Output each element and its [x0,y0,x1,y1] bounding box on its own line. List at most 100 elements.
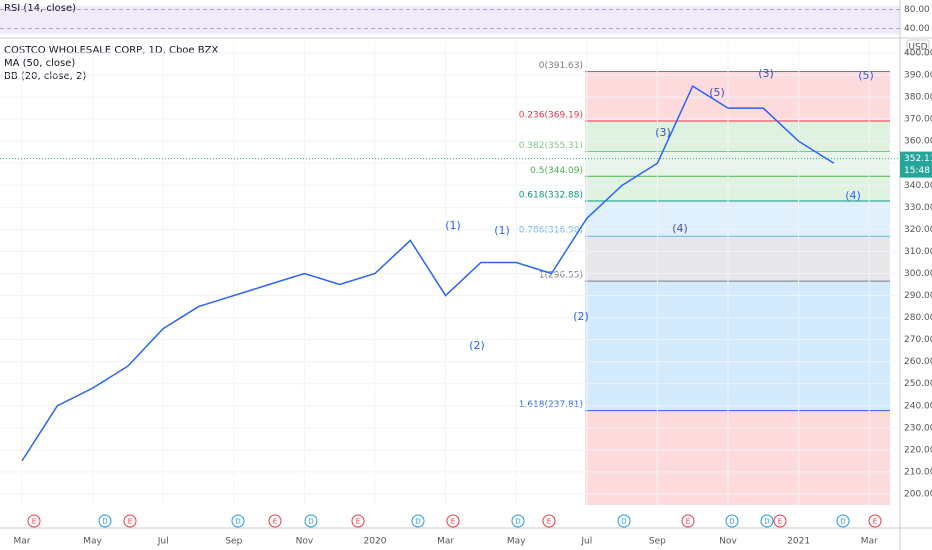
wave-label: (5) [858,69,874,82]
event-label: D [729,518,734,526]
event-label: D [415,518,420,526]
y-tick-label: 280.00 [904,313,932,323]
x-tick-label: May [507,537,526,547]
rsi-band [0,6,900,34]
event-marker [304,514,318,528]
y-tick-label: 240.00 [904,401,932,411]
fib-zone [585,201,890,237]
fib-zone [585,176,890,202]
x-tick-label: Jul [157,537,169,547]
wave-label: (1) [445,219,461,232]
event-marker [268,514,282,528]
last-price-box [900,151,932,178]
fib-zone [585,151,890,177]
fib-label: 1(296.55) [539,271,583,281]
event-marker [542,514,556,528]
x-tick-label: Mar [14,537,31,547]
symbol-title: COSTCO WHOLESALE CORP, 1D, Cboe BZX [4,45,218,56]
event-label: D [764,518,769,526]
event-label: E [873,518,877,526]
y-tick-label: 340.00 [904,181,932,191]
event-label: D [621,518,626,526]
event-label: D [102,518,107,526]
x-tick-label: May [83,537,102,547]
event-marker [98,514,112,528]
ma-title: MA (50, close) [4,58,75,69]
y-tick-label: 380.00 [904,93,932,103]
y-tick-label: 210.00 [904,467,932,477]
price-line [21,85,835,462]
event-marker [725,514,739,528]
event-marker [231,514,245,528]
event-marker [351,514,365,528]
y-tick-label: 200.00 [904,489,932,499]
event-marker [446,514,460,528]
event-label: E [273,518,277,526]
x-tick-label: 2020 [364,537,387,547]
currency[interactable]: USD [908,43,927,53]
fib-label: 1.618(237.81) [519,400,583,410]
y-tick-label: 290.00 [904,291,932,301]
y-tick-label: 220.00 [904,445,932,455]
event-label: D [840,518,845,526]
wave-label: (2) [573,310,589,323]
wave-label: (4) [845,189,861,202]
event-label: E [451,518,455,526]
event-marker [411,514,425,528]
currency-button[interactable] [906,39,930,55]
fib-label: 0.236(369.19) [519,110,583,120]
event-label: E [686,518,690,526]
y-tick-label: 400.00 [904,49,932,59]
y-tick-label: 250.00 [904,379,932,389]
rsi-tick-label: 80.00 [904,5,930,15]
event-marker [617,514,631,528]
fib-zone [585,410,890,505]
event-label: E [128,518,132,526]
y-tick-label: 330.00 [904,203,932,213]
event-marker [760,514,774,528]
fib-label: 0.618(332.88) [519,191,583,201]
fib-label: 0.5(344.09) [530,166,583,176]
event-marker [123,514,137,528]
x-tick-label: Mar [437,537,454,547]
event-marker [27,514,41,528]
fib-label: 0(391.63) [539,61,583,71]
y-tick-label: 360.00 [904,137,932,147]
rsi-tick-label: 40.00 [904,24,930,34]
y-tick-label: 300.00 [904,269,932,279]
event-label: D [515,518,520,526]
x-tick-label: Nov [719,537,737,547]
fib-label: 0.786(316.90) [519,226,583,236]
event-marker [868,514,882,528]
wave-label: (3) [758,67,774,80]
wave-label: (1) [494,224,510,237]
x-tick-label: Mar [861,537,878,547]
wave-label: (4) [672,222,688,235]
x-tick-label: Sep [225,537,242,547]
fib-zone [585,71,890,121]
event-label: D [235,518,240,526]
y-tick-label: 260.00 [904,357,932,367]
event-marker [773,514,787,528]
bb-title: BB (20, close, 2) [4,71,86,82]
wave-label: (2) [469,339,485,352]
fib-label: 0.382(355.31) [519,141,583,151]
x-tick-label: Sep [649,537,666,547]
rsi-title: RSI (14, close) [4,3,76,14]
event-marker [511,514,525,528]
y-tick-label: 230.00 [904,423,932,433]
event-label: E [547,518,551,526]
countdown: 15:48 [904,166,930,176]
y-tick-label: 390.00 [904,71,932,81]
fib-zone [585,281,890,411]
x-tick-label: 2021 [787,537,810,547]
event-label: D [308,518,313,526]
x-tick-label: Nov [296,537,314,547]
fib-zone [585,120,890,152]
event-label: E [778,518,782,526]
y-tick-label: 370.00 [904,115,932,125]
event-marker [836,514,850,528]
y-tick-label: 320.00 [904,225,932,235]
